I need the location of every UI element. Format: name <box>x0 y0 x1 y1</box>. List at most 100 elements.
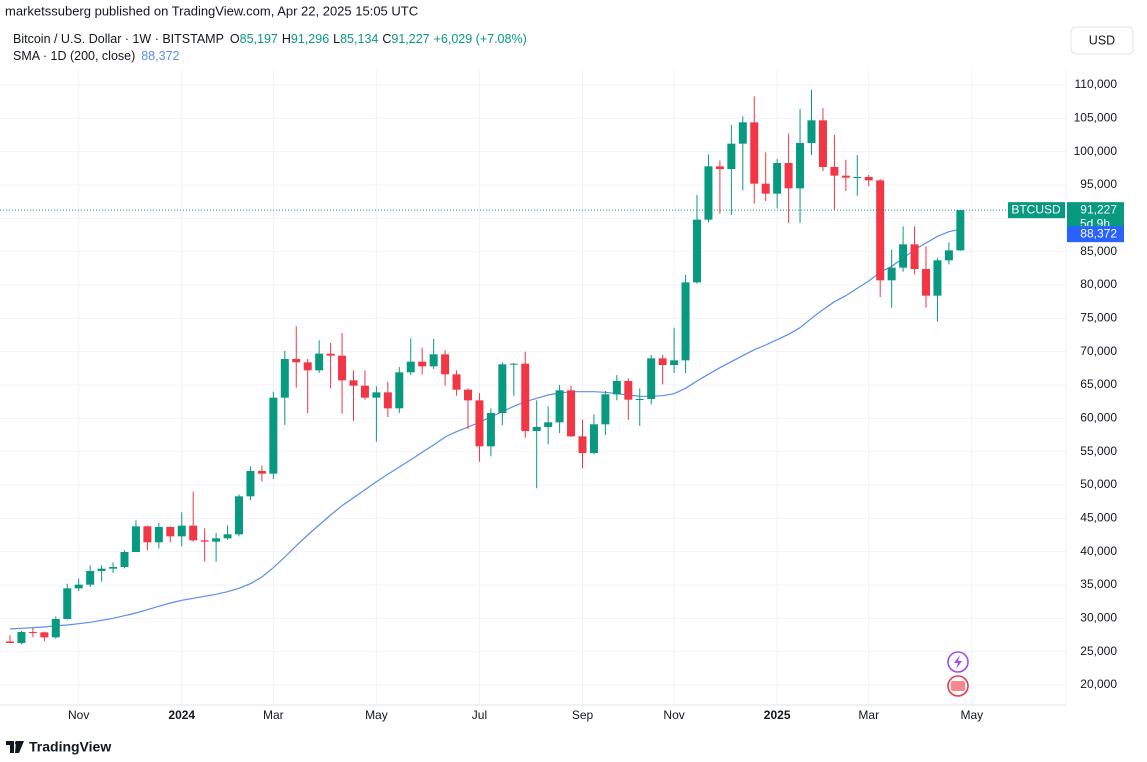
y-tick-label: 30,000 <box>1080 611 1117 625</box>
candle-body <box>807 120 816 143</box>
axis-layer: 20,000 25,000 30,000 35,000 40,000 45,000 50,0… <box>0 77 1124 722</box>
currency-label: USD <box>1089 33 1115 47</box>
candle-body <box>17 632 26 643</box>
flag <box>951 681 965 691</box>
y-tick-label: 100,000 <box>1074 144 1118 158</box>
candle-body <box>715 166 724 169</box>
candle-body <box>74 584 83 589</box>
ohlc-letter: H <box>282 32 291 46</box>
icons <box>947 651 969 697</box>
candle-body <box>441 354 450 375</box>
candle-body <box>177 525 186 537</box>
candle-body <box>899 244 908 268</box>
candle-body <box>635 399 644 400</box>
ohlc-letter: O <box>230 32 240 46</box>
candle-body <box>292 359 301 363</box>
candle-body <box>235 496 243 535</box>
candle-body <box>349 380 358 386</box>
candle-body <box>360 385 369 398</box>
candle-body <box>498 364 507 413</box>
candle-body <box>956 210 965 251</box>
candle-body <box>864 177 873 181</box>
candle-body <box>486 413 495 447</box>
candle-body <box>750 122 759 184</box>
candle-body <box>876 180 885 281</box>
candle-body <box>521 363 530 431</box>
candle-body <box>761 183 770 194</box>
candle-body <box>693 219 701 283</box>
candle-body <box>670 360 679 365</box>
candle-body <box>727 143 736 169</box>
y-tick-label: 35,000 <box>1080 577 1117 591</box>
ohlc-value: 91,296 <box>291 32 329 46</box>
sma-badge-label: 88,372 <box>1080 226 1117 240</box>
candle-body <box>326 353 335 356</box>
y-tick-label: 20,000 <box>1080 677 1117 691</box>
candle-body <box>567 390 576 437</box>
candle-body <box>933 260 942 296</box>
y-tick-label: 45,000 <box>1080 511 1117 525</box>
x-tick-label: Nov <box>663 708 684 722</box>
candle-body <box>51 619 60 638</box>
candle-body <box>166 527 175 537</box>
candle-body <box>223 534 232 539</box>
candle-body <box>406 361 415 373</box>
candle-body <box>944 250 953 261</box>
candle-body <box>624 381 633 400</box>
brand-name: TradingView <box>29 739 111 755</box>
x-tick-label: 2025 <box>764 708 791 722</box>
candle-body <box>475 400 484 447</box>
y-tick-label: 105,000 <box>1074 111 1118 125</box>
candle-body <box>372 392 381 398</box>
candle-body <box>452 374 461 390</box>
ohlc-value: 91,227 <box>391 32 429 46</box>
y-tick-label: 25,000 <box>1080 644 1117 658</box>
candle-layer <box>6 89 965 645</box>
currency-button[interactable] <box>1070 26 1134 55</box>
logo-dot <box>15 741 19 745</box>
candle-body <box>796 143 805 189</box>
candle-body <box>97 568 106 571</box>
y-tick-label: 60,000 <box>1080 411 1117 425</box>
x-tick-label: Nov <box>68 708 89 722</box>
candle-body <box>922 269 930 296</box>
ohlc-letter: C <box>382 32 391 46</box>
candle-body <box>910 244 919 269</box>
x-tick-label: Sep <box>572 708 594 722</box>
ohlc-value: 85,134 <box>340 32 378 46</box>
sma-legend: SMA · 1D (200, close) 88,372 <box>13 49 180 63</box>
x-tick-label: May <box>960 708 983 722</box>
brand-logo: TradingView <box>6 739 111 755</box>
candle-body <box>383 392 392 409</box>
candle-body <box>338 355 347 381</box>
candle-body <box>120 552 129 567</box>
candle-body <box>63 588 72 619</box>
candle-body <box>773 163 782 194</box>
candle-body <box>887 267 896 281</box>
candle-body <box>131 526 140 552</box>
candle-body <box>784 163 793 189</box>
candle-body <box>841 175 850 178</box>
ohlc-letter: L <box>333 32 340 46</box>
candle-body <box>269 397 278 474</box>
candle-body <box>647 358 656 399</box>
symbol-badge-label: BTCUSD <box>1011 202 1061 216</box>
candle-body <box>6 641 14 643</box>
ohlc-value: 85,197 <box>240 32 278 46</box>
candle-body <box>509 363 518 365</box>
candle-body <box>280 359 289 398</box>
candle-body <box>601 394 610 425</box>
candle-body <box>464 389 472 401</box>
y-tick-label: 80,000 <box>1080 277 1117 291</box>
x-tick-label: Mar <box>263 708 284 722</box>
x-tick-label: 2024 <box>168 708 195 722</box>
candle-body <box>532 427 541 431</box>
sma-value: 88,372 <box>141 49 179 63</box>
candle-body <box>589 424 598 453</box>
published-note: marketssuberg published on TradingView.c… <box>5 3 418 18</box>
candle-body <box>200 540 209 542</box>
candle-body <box>818 120 827 167</box>
candle-body <box>315 353 324 371</box>
sma-layer <box>9 228 961 630</box>
